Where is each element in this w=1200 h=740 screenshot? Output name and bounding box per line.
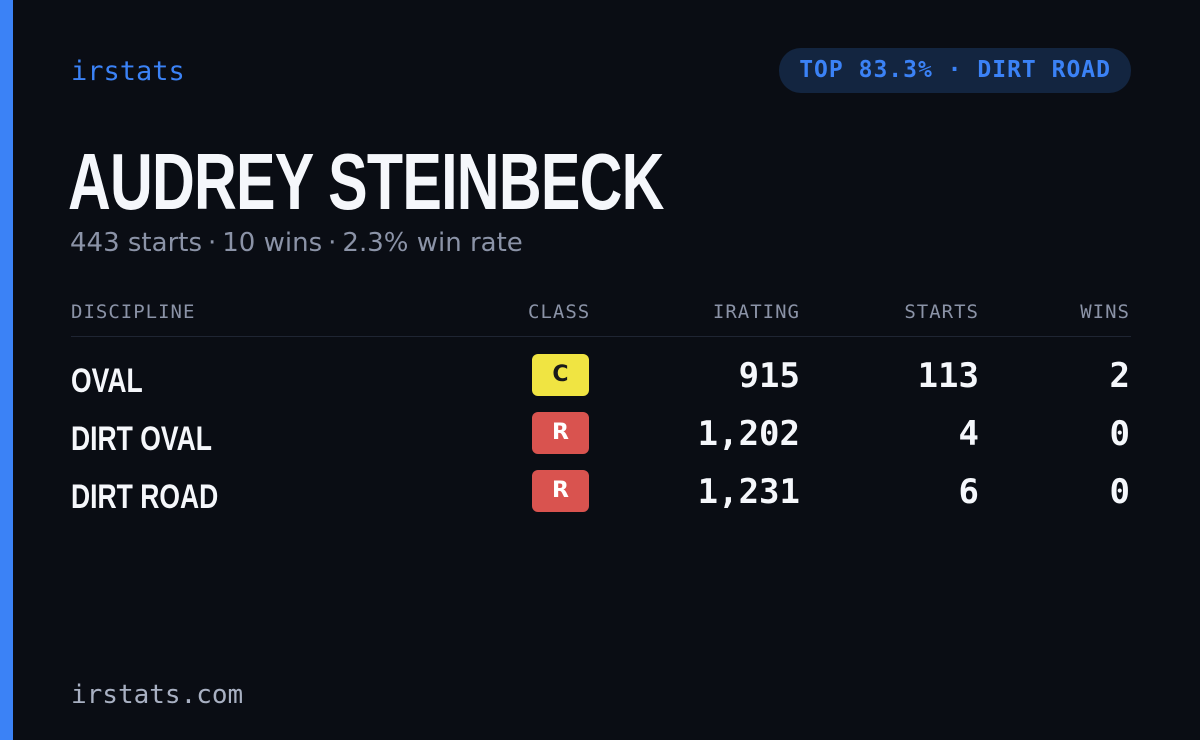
header-discipline: DISCIPLINE	[71, 301, 196, 323]
wins-value: 0	[1109, 414, 1130, 454]
class-badge: C	[532, 354, 589, 396]
wins-value: 0	[1109, 472, 1130, 512]
driver-name: AUDREY STEINBECK	[68, 137, 664, 226]
rank-badge: TOP 83.3% · DIRT ROAD	[779, 48, 1131, 93]
class-badge: R	[532, 412, 589, 454]
discipline-name: OVAL	[71, 362, 143, 400]
starts-value: 113	[917, 356, 979, 396]
irating-value: 915	[738, 356, 800, 396]
table-header: DISCIPLINE CLASS IRATING STARTS WINS	[71, 298, 1131, 337]
wins-total: 10 wins	[222, 228, 323, 258]
discipline-name: DIRT ROAD	[71, 478, 219, 516]
starts-total: 443 starts	[70, 228, 202, 258]
footer-url: irstats.com	[71, 680, 244, 710]
starts-value: 4	[958, 414, 979, 454]
irating-value: 1,202	[697, 414, 800, 454]
discipline-table: DISCIPLINE CLASS IRATING STARTS WINS OVA…	[71, 298, 1131, 528]
separator-dot: ·	[208, 228, 217, 258]
starts-value: 6	[958, 472, 979, 512]
separator-dot: ·	[328, 228, 337, 258]
wins-value: 2	[1109, 356, 1130, 396]
discipline-name: DIRT OVAL	[71, 420, 212, 458]
driver-summary: 443 starts · 10 wins · 2.3% win rate	[70, 228, 523, 258]
win-rate: 2.3% win rate	[342, 228, 523, 258]
header-starts: STARTS	[904, 301, 979, 323]
class-badge: R	[532, 470, 589, 512]
table-body: OVAL C 915 113 2 DIRT OVAL R 1,202 4 0 D…	[71, 337, 1131, 528]
irating-value: 1,231	[697, 472, 800, 512]
header-class: CLASS	[528, 301, 591, 323]
table-row: DIRT OVAL R 1,202 4 0	[71, 412, 1131, 470]
table-row: DIRT ROAD R 1,231 6 0	[71, 470, 1131, 528]
header-wins: WINS	[1080, 301, 1130, 323]
accent-bar	[0, 0, 13, 740]
brand-logo-text: irstats	[71, 56, 185, 87]
header-irating: IRATING	[712, 301, 800, 323]
table-row: OVAL C 915 113 2	[71, 354, 1131, 412]
